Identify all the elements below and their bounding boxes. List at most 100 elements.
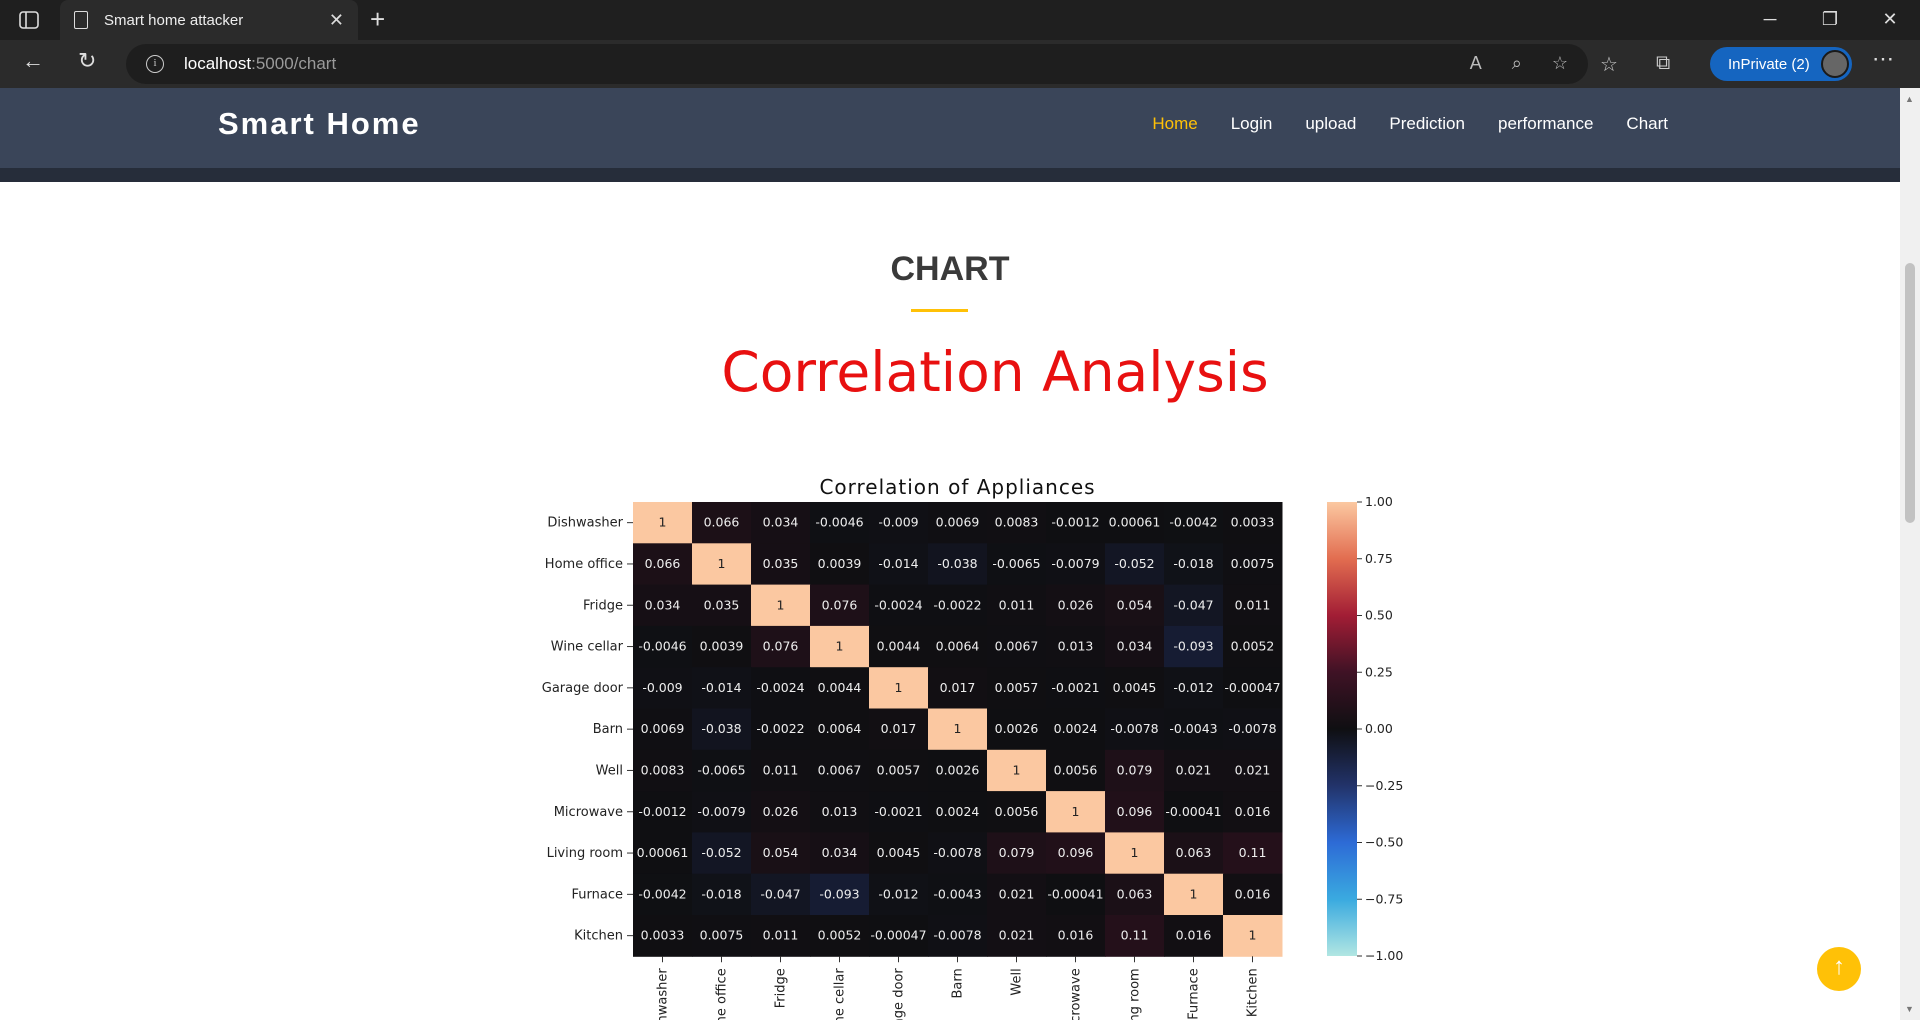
heatmap-cell <box>810 543 870 586</box>
cell-annotation: 0.00061 <box>637 845 689 860</box>
heatmap-cell <box>1046 708 1106 751</box>
page-scrollbar[interactable]: ▲ ▼ <box>1900 88 1920 1020</box>
inprivate-button[interactable]: InPrivate (2) <box>1710 47 1852 81</box>
heatmap-cell <box>928 584 988 627</box>
heatmap-cell <box>869 708 929 751</box>
cell-annotation: 0.0026 <box>995 721 1039 736</box>
restore-icon[interactable]: ❐ <box>1821 9 1839 29</box>
heatmap-cell <box>987 915 1047 957</box>
heatmap-cell <box>810 873 870 916</box>
nav-upload[interactable]: upload <box>1305 114 1357 133</box>
heatmap-cell <box>1105 749 1165 792</box>
refresh-icon[interactable]: ↻ <box>78 48 97 73</box>
heatmap-cell <box>1046 749 1106 792</box>
heatmap-cell <box>1164 708 1224 751</box>
cell-annotation: -0.0024 <box>756 680 804 695</box>
heatmap-cell <box>869 915 929 957</box>
row-label: Furnace <box>572 887 623 902</box>
back-icon[interactable]: ← <box>22 48 44 73</box>
cell-annotation: 0.0045 <box>1113 680 1157 695</box>
row-label: Living room <box>547 846 623 861</box>
heatmap-cell <box>751 791 811 833</box>
heatmap-cell <box>1105 625 1165 668</box>
collections-icon[interactable]: ⧉ <box>1655 52 1671 74</box>
cell-annotation: -0.00041 <box>1165 804 1221 819</box>
heatmap-cell <box>810 791 870 833</box>
cell-annotation: -0.052 <box>701 845 741 860</box>
close-window-icon[interactable]: ✕ <box>1882 9 1898 29</box>
back-to-top-button[interactable]: ↑ <box>1817 947 1861 991</box>
cell-annotation: 0.0024 <box>936 804 980 819</box>
cell-annotation: 0.0083 <box>995 515 1039 530</box>
read-aloud-icon[interactable]: A <box>1469 53 1482 73</box>
heatmap-cell <box>1164 749 1224 792</box>
minimize-icon[interactable]: ─ <box>1763 9 1777 29</box>
cell-annotation: 0.035 <box>763 556 799 571</box>
heatmap-cell <box>1046 584 1106 627</box>
scroll-down-icon[interactable]: ▼ <box>1905 1004 1914 1014</box>
site-info-icon[interactable]: i <box>146 55 164 73</box>
nav-login[interactable]: Login <box>1230 114 1273 133</box>
close-tab-icon[interactable]: ✕ <box>328 9 344 30</box>
heatmap-cell <box>1105 584 1165 627</box>
row-label: Garage door <box>542 681 624 696</box>
cell-annotation: 0.00061 <box>1109 515 1161 530</box>
heatmap-cell <box>869 791 929 833</box>
cell-annotation: -0.0065 <box>992 556 1040 571</box>
cell-annotation: -0.0046 <box>815 515 863 530</box>
heatmap-cell <box>1046 873 1106 916</box>
favorites-icon[interactable]: ☆ <box>1600 54 1618 76</box>
address-bar[interactable]: i localhost:5000/chart A ⌕ ☆ <box>126 44 1588 84</box>
cell-annotation: -0.0024 <box>874 597 922 612</box>
cell-annotation: 1 <box>1013 762 1021 777</box>
cell-annotation: -0.0078 <box>933 928 981 943</box>
col-label: ishwasher <box>656 968 671 1020</box>
heatmap-cell <box>869 584 929 627</box>
heatmap-cell <box>1164 791 1224 833</box>
heatmap-cell <box>692 667 752 709</box>
cell-annotation: 0.0075 <box>700 928 744 943</box>
heatmap-cell <box>633 502 693 544</box>
zoom-icon[interactable]: ⌕ <box>1511 53 1522 73</box>
nav-performance[interactable]: performance <box>1497 114 1594 133</box>
cell-annotation: -0.00041 <box>1047 886 1103 901</box>
cell-annotation: -0.00047 <box>1224 680 1280 695</box>
tab-actions-icon[interactable] <box>18 10 40 30</box>
heatmap-cell <box>869 832 929 875</box>
heatmap-cell <box>633 584 693 627</box>
heatmap-cell <box>928 667 988 709</box>
heatmap-cell <box>1164 873 1224 916</box>
heatmap-cell <box>1105 873 1165 916</box>
heatmap-cell <box>751 667 811 709</box>
cell-annotation: 0.076 <box>763 639 799 654</box>
cell-annotation: 0.079 <box>999 845 1035 860</box>
nav-prediction[interactable]: Prediction <box>1389 114 1465 133</box>
heatmap-cell <box>692 625 752 668</box>
cell-annotation: 0.0056 <box>995 804 1039 819</box>
browser-tab[interactable]: Smart home attacker ✕ <box>60 0 358 40</box>
cell-annotation: 0.026 <box>1058 597 1094 612</box>
scroll-up-icon[interactable]: ▲ <box>1905 94 1914 104</box>
heatmap-cell <box>987 832 1047 875</box>
heatmap-cell <box>1223 708 1283 751</box>
nav-home[interactable]: Home <box>1152 114 1198 133</box>
heatmap-cell <box>1046 625 1106 668</box>
cell-annotation: 0.021 <box>999 886 1035 901</box>
cell-annotation: 0.054 <box>763 845 799 860</box>
heatmap-cell <box>810 625 870 668</box>
scroll-thumb[interactable] <box>1905 263 1915 523</box>
heatmap-cell <box>751 832 811 875</box>
more-options-icon[interactable]: ⋯ <box>1872 46 1894 71</box>
colorbar-tick-label: 0.00 <box>1365 721 1393 736</box>
cell-annotation: 0.079 <box>1117 762 1153 777</box>
heatmap-cell <box>987 873 1047 916</box>
site-brand[interactable]: Smart Home <box>218 106 421 141</box>
nav-chart[interactable]: Chart <box>1626 114 1668 133</box>
colorbar-tick-label: −0.50 <box>1365 835 1403 850</box>
heatmap-cell <box>633 625 693 668</box>
heatmap-cell <box>751 749 811 792</box>
new-tab-icon[interactable]: + <box>370 4 386 34</box>
add-favorite-icon[interactable]: ☆ <box>1551 53 1568 73</box>
col-label: iving room <box>1128 968 1143 1020</box>
cell-annotation: -0.0012 <box>638 804 686 819</box>
